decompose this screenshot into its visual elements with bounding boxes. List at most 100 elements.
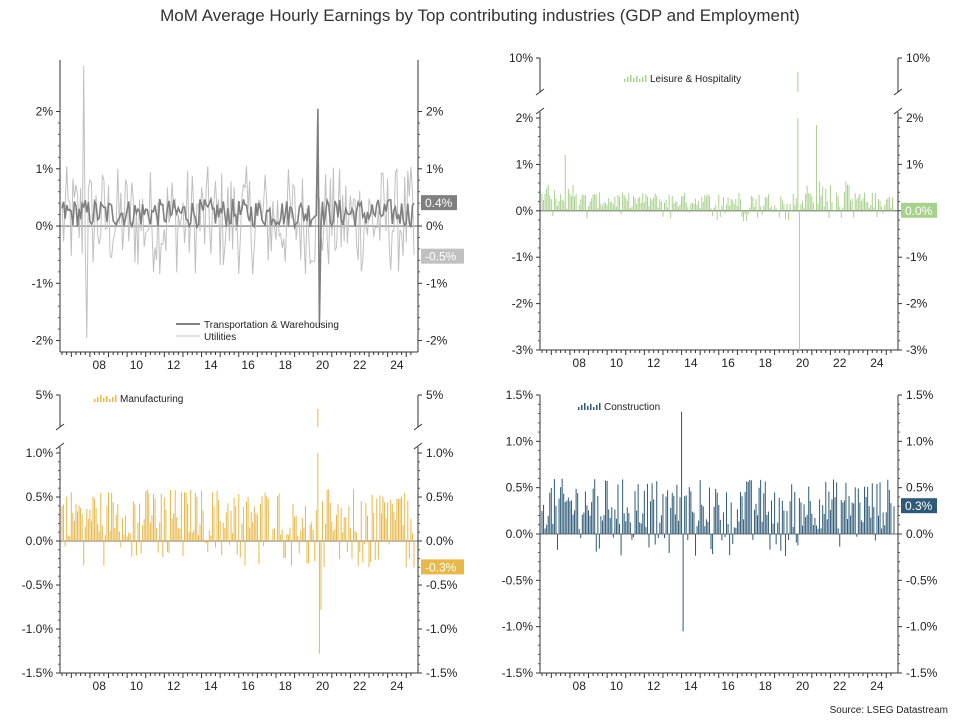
bar bbox=[388, 541, 390, 545]
bar bbox=[881, 206, 883, 211]
bar bbox=[135, 541, 137, 556]
y-tick-label-right: -1.5% bbox=[426, 666, 458, 680]
bar bbox=[586, 210, 588, 219]
bar bbox=[608, 509, 610, 534]
bar bbox=[803, 504, 805, 534]
bar bbox=[67, 535, 69, 541]
bar bbox=[111, 492, 113, 541]
bar bbox=[605, 480, 607, 534]
x-tick-label: 14 bbox=[684, 679, 698, 693]
bar bbox=[70, 492, 72, 541]
bar bbox=[266, 496, 268, 541]
bar bbox=[862, 198, 864, 211]
bar bbox=[840, 210, 842, 218]
bar bbox=[166, 541, 168, 552]
bar bbox=[761, 210, 763, 215]
bar bbox=[687, 207, 689, 211]
bar bbox=[626, 200, 628, 211]
bar bbox=[690, 491, 692, 534]
bar bbox=[390, 499, 392, 541]
y-tick-label-right: 0.5% bbox=[426, 490, 454, 504]
y-tick-label-right: -1% bbox=[426, 276, 448, 290]
bar bbox=[411, 533, 413, 541]
bar bbox=[622, 192, 624, 211]
chart-title: MoM Average Hourly Earnings by Top contr… bbox=[160, 6, 800, 25]
last-value-label: 0.4% bbox=[425, 196, 453, 210]
bar bbox=[284, 541, 286, 559]
bar bbox=[197, 535, 199, 541]
bar bbox=[808, 486, 810, 534]
bar bbox=[238, 493, 240, 541]
legend-swatch bbox=[599, 403, 601, 410]
bar bbox=[623, 513, 625, 534]
y-tick-label-right: 2% bbox=[426, 105, 444, 119]
bar bbox=[557, 205, 559, 211]
bar bbox=[572, 185, 574, 211]
bar bbox=[295, 515, 297, 541]
bar bbox=[803, 207, 805, 211]
y-tick-label-left: -3% bbox=[512, 343, 534, 357]
bar bbox=[165, 509, 167, 541]
bar bbox=[744, 492, 746, 534]
x-tick-label: 14 bbox=[684, 356, 698, 370]
y-tick-label-right: -3% bbox=[906, 343, 928, 357]
bar bbox=[715, 488, 717, 534]
bar bbox=[704, 194, 706, 211]
bar bbox=[857, 196, 859, 211]
bar bbox=[864, 486, 866, 534]
bar bbox=[682, 195, 684, 211]
bar bbox=[396, 498, 398, 541]
bar bbox=[850, 515, 852, 534]
bar bbox=[744, 210, 746, 215]
bar bbox=[859, 502, 861, 534]
bar bbox=[194, 492, 196, 541]
bar bbox=[713, 506, 715, 534]
bar bbox=[679, 204, 681, 211]
bar bbox=[809, 193, 811, 211]
x-tick-label: 22 bbox=[353, 679, 367, 693]
bar bbox=[853, 503, 855, 534]
bar bbox=[287, 534, 289, 541]
bar bbox=[294, 516, 296, 541]
bar bbox=[92, 496, 94, 541]
bar bbox=[114, 527, 116, 541]
bar bbox=[632, 195, 634, 211]
bar bbox=[410, 518, 412, 541]
bar bbox=[870, 205, 872, 211]
legend-swatch bbox=[112, 397, 114, 402]
bar bbox=[673, 203, 675, 211]
bar bbox=[716, 210, 718, 221]
bar bbox=[696, 526, 698, 534]
bar bbox=[216, 490, 218, 541]
bar bbox=[574, 510, 576, 534]
bar bbox=[781, 500, 783, 534]
bar bbox=[235, 506, 237, 541]
axis-break-mark bbox=[55, 423, 65, 431]
bar bbox=[315, 510, 317, 541]
bar bbox=[820, 195, 822, 211]
bar bbox=[63, 504, 65, 541]
bar bbox=[798, 498, 800, 534]
bar bbox=[337, 504, 339, 541]
y-tick-label-left: 0.0% bbox=[26, 534, 54, 548]
bar bbox=[259, 504, 261, 541]
bar bbox=[589, 201, 591, 211]
bar bbox=[595, 194, 597, 211]
bar bbox=[600, 516, 602, 534]
bar bbox=[645, 193, 647, 211]
bar bbox=[856, 534, 858, 537]
y-tick-label-left: 0% bbox=[36, 219, 54, 233]
bar bbox=[380, 513, 382, 541]
bar bbox=[755, 198, 757, 211]
bar bbox=[826, 519, 828, 534]
axis-break-mark bbox=[893, 88, 903, 96]
bar bbox=[819, 181, 821, 211]
bar bbox=[693, 203, 695, 211]
bar bbox=[577, 210, 579, 212]
bar bbox=[366, 515, 368, 541]
y-tick-label-left: -0.5% bbox=[22, 578, 54, 592]
bar bbox=[884, 525, 886, 534]
bar bbox=[648, 534, 650, 548]
bar bbox=[580, 534, 582, 539]
bar bbox=[343, 517, 345, 541]
